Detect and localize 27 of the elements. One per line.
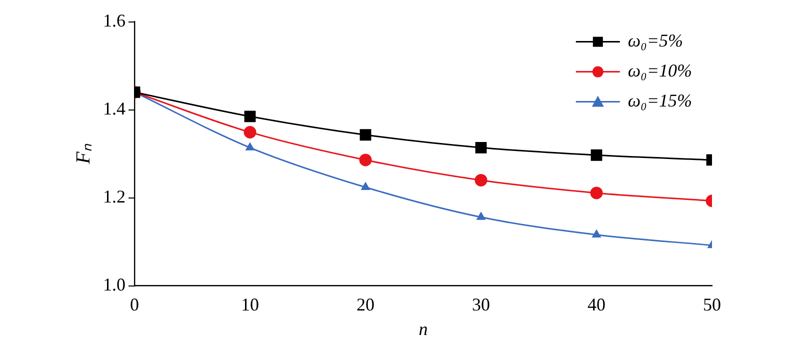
x-tick-label: 50	[703, 294, 721, 314]
point	[475, 142, 487, 154]
y-tick-label: 1.6	[103, 10, 126, 31]
point	[474, 174, 488, 186]
y-tick-label: 1.2	[103, 186, 126, 207]
x-tick-label: 30	[472, 294, 490, 314]
point	[361, 182, 370, 190]
legend-label: ω₀=5%	[628, 30, 683, 51]
legend-label: ω₀=10%	[628, 60, 692, 81]
point	[244, 126, 256, 138]
x-tick-label: 20	[356, 294, 374, 314]
point	[590, 149, 602, 161]
point	[246, 142, 254, 150]
point	[476, 212, 486, 220]
point	[590, 186, 603, 200]
point	[359, 154, 372, 166]
y-axis-title: Fₙ	[72, 144, 94, 165]
x-tick-label: 40	[588, 294, 606, 314]
x-tick-label: 0	[130, 294, 139, 314]
x-axis-title: n	[418, 318, 428, 339]
point	[592, 230, 601, 238]
x-tick-label: 10	[241, 294, 259, 314]
point	[244, 110, 256, 122]
y-tick-label: 1.4	[103, 98, 126, 119]
legend-label: ω₀=15%	[628, 90, 692, 111]
point	[360, 129, 372, 141]
y-tick-label: 1.0	[103, 274, 126, 295]
